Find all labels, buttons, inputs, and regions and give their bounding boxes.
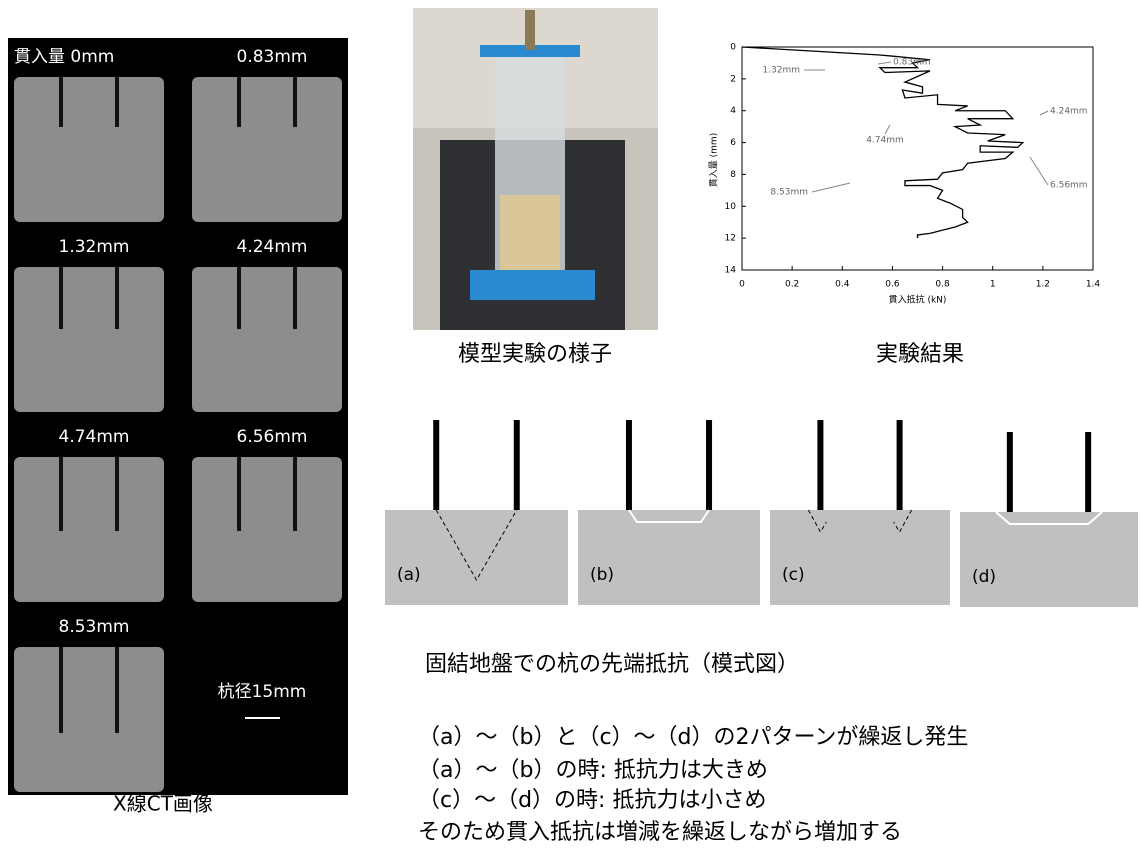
- panel-label: (a): [397, 565, 421, 585]
- ct-pile: [59, 77, 63, 127]
- annotation: 1.32mm: [762, 66, 800, 76]
- annotation-arrow: [885, 125, 890, 134]
- frame-label: 4.74mm: [59, 427, 130, 447]
- ct-pile: [115, 77, 119, 127]
- y-tick-label: 4: [730, 106, 736, 116]
- ct-image: [14, 267, 164, 412]
- y-tick-label: 10: [725, 202, 737, 212]
- y-tick-label: 14: [725, 266, 737, 276]
- y-tick-label: 8: [730, 170, 736, 180]
- y-tick-label: 2: [730, 74, 736, 84]
- ct-image: [14, 647, 164, 792]
- annotation: 6.56mm: [1050, 181, 1088, 191]
- photo: [413, 8, 658, 330]
- ct-pile: [115, 267, 119, 329]
- slide: 模型実験の様子 実験結果 X線CT画像 固結地盤での杭の先端抵抗（模式図） 貫入…: [0, 0, 1140, 855]
- ct-pile: [237, 457, 241, 531]
- x-tick-label: 1.4: [1086, 280, 1101, 290]
- frame-label: 貫入量 0mm: [14, 47, 114, 67]
- ct-image: [192, 267, 342, 412]
- ct-image: [14, 77, 164, 222]
- panel-label: (d): [972, 567, 996, 587]
- pile: [817, 420, 823, 510]
- panel-label: (b): [590, 565, 614, 585]
- x-tick-label: 0.2: [785, 280, 799, 290]
- x-tick-label: 1: [990, 280, 996, 290]
- pile: [1085, 432, 1091, 512]
- ground: [385, 510, 568, 605]
- y-axis-label: 貫入量 (mm): [709, 133, 720, 187]
- x-tick-label: 0: [739, 280, 745, 290]
- scale-label: 杭径15mm: [218, 682, 307, 702]
- frame-label: 4.24mm: [237, 237, 308, 257]
- frame-label: 1.32mm: [59, 237, 130, 257]
- ct-image: [14, 457, 164, 602]
- ground: [960, 512, 1138, 607]
- frame-label: 8.53mm: [59, 617, 130, 637]
- y-tick-label: 0: [730, 43, 736, 53]
- note: （c）～（d）の時: 抵抗力は小さめ: [418, 788, 766, 813]
- ct-pile: [59, 457, 63, 531]
- ct-caption: X線CT画像: [113, 792, 213, 816]
- ct-pile: [237, 267, 241, 329]
- ct-image: [192, 77, 342, 222]
- diagram-title: 固結地盤での杭の先端抵抗（模式図）: [425, 652, 799, 677]
- ct-pile: [237, 77, 241, 127]
- annotation: 4.74mm: [866, 136, 904, 146]
- note: （a）～（b）と（c）～（d）の2パターンが繰返し発生: [418, 725, 968, 750]
- photo-caption: 模型実験の様子: [458, 342, 612, 367]
- frame-label: 6.56mm: [237, 427, 308, 447]
- ct-pile: [115, 457, 119, 531]
- x-tick-label: 0.6: [885, 280, 900, 290]
- x-tick-label: 0.8: [935, 280, 950, 290]
- annotation: 8.53mm: [770, 188, 808, 198]
- pile: [897, 420, 903, 510]
- pile: [1007, 432, 1013, 512]
- annotation-arrow: [812, 183, 850, 192]
- annotation-arrow: [1030, 157, 1048, 185]
- x-tick-label: 0.4: [835, 280, 850, 290]
- pile: [626, 420, 632, 510]
- panel-label: (c): [782, 565, 805, 585]
- annotation: 0.83mm: [893, 58, 931, 68]
- pile: [706, 420, 712, 510]
- ground: [578, 510, 760, 605]
- y-tick-label: 12: [725, 234, 736, 244]
- x-axis-label: 貫入抵抗 (kN): [889, 294, 947, 306]
- y-tick-label: 6: [730, 138, 736, 148]
- note: （a）～（b）の時: 抵抗力は大きめ: [418, 758, 768, 783]
- note: そのため貫入抵抗は増減を繰返しながら増加する: [418, 820, 902, 845]
- ct-pile: [115, 647, 119, 733]
- ct-pile: [293, 77, 297, 127]
- ct-pile: [293, 457, 297, 531]
- ct-pile: [59, 647, 63, 733]
- pile: [433, 420, 439, 510]
- frame-label: 0.83mm: [237, 47, 308, 67]
- annotation-arrow: [1040, 111, 1048, 115]
- ground: [770, 510, 950, 605]
- pile: [514, 420, 520, 510]
- x-tick-label: 1.2: [1036, 280, 1050, 290]
- chart-caption: 実験結果: [876, 342, 964, 367]
- ct-image: [192, 457, 342, 602]
- ct-pile: [293, 267, 297, 329]
- ct-pile: [59, 267, 63, 329]
- annotation-arrow: [878, 62, 891, 64]
- annotation: 4.24mm: [1050, 107, 1088, 117]
